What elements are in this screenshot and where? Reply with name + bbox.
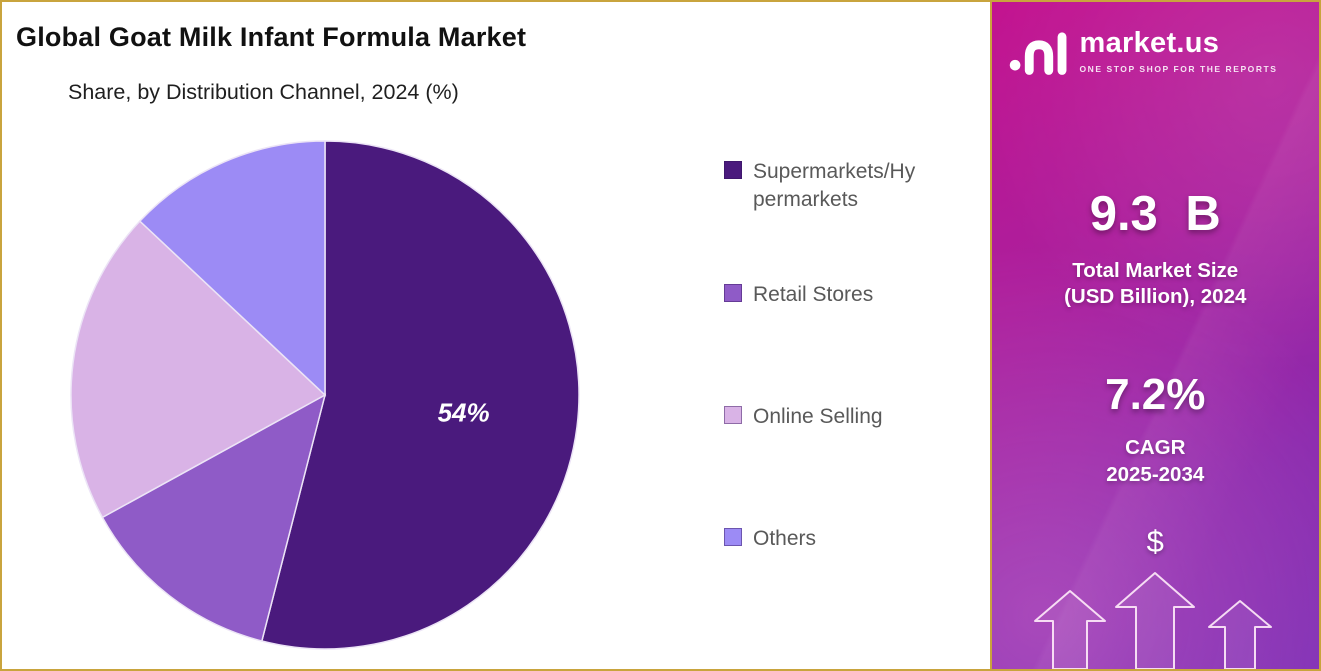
marketus-logo-icon — [1009, 32, 1066, 75]
legend-label: Supermarkets/Hypermarkets — [753, 160, 916, 211]
legend-label: Others — [753, 527, 817, 550]
legend-item: Supermarkets/Hypermarkets — [724, 158, 925, 214]
legend-swatch — [724, 161, 742, 179]
legend-item: Others — [724, 525, 925, 553]
market-size-value: 9.3 B — [1089, 187, 1221, 241]
cagr-value: 7.2% — [1105, 370, 1206, 419]
market-size-label-line2: (USD Billion), 2024 — [1064, 285, 1247, 309]
growth-arrow-icon — [1114, 572, 1195, 669]
growth-arrows — [1033, 572, 1272, 669]
sidebar-panel: market.us ONE STOP SHOP FOR THE REPORTS … — [989, 2, 1320, 669]
pie-slice-3 — [138, 140, 326, 397]
cagr-label: CAGR — [1125, 436, 1186, 459]
brand-tagline: ONE STOP SHOP FOR THE REPORTS — [1079, 63, 1278, 74]
pie-chart: 54% — [70, 140, 580, 650]
legend-swatch — [724, 284, 742, 302]
brand-text: market.us ONE STOP SHOP FOR THE REPORTS — [1079, 26, 1278, 74]
pie-slice-1 — [101, 393, 327, 642]
pie-slice-0 — [260, 140, 580, 650]
chart-subtitle: Share, by Distribution Channel, 2024 (%) — [68, 80, 459, 104]
market-size-label-line1: Total Market Size — [1072, 259, 1239, 282]
pie-data-label: 54% — [438, 398, 490, 428]
legend-label: Online Selling — [753, 405, 883, 428]
chart-panel: Global Goat Milk Infant Formula Market S… — [2, 2, 990, 669]
brand-name: market.us — [1079, 26, 1220, 59]
legend-swatch — [724, 406, 742, 424]
market-size-label: Total Market Size (USD Billion), 2024 — [992, 258, 1320, 310]
dollar-icon: $ — [1146, 524, 1164, 559]
cagr-period: 2025-2034 — [1106, 463, 1205, 486]
legend-item: Online Selling — [724, 403, 925, 431]
growth-arrow-icon — [1207, 600, 1272, 669]
pie-slice-2 — [70, 220, 327, 519]
chart-title: Global Goat Milk Infant Formula Market — [16, 22, 527, 52]
growth-arrow-icon — [1033, 590, 1106, 669]
legend-label: Retail Stores — [753, 283, 874, 306]
legend-item: Retail Stores — [724, 281, 925, 309]
legend: Supermarkets/Hypermarkets Retail Stores On… — [724, 2, 974, 669]
brand: market.us ONE STOP SHOP FOR THE REPORTS — [1008, 26, 1278, 76]
legend-swatch — [724, 528, 742, 546]
